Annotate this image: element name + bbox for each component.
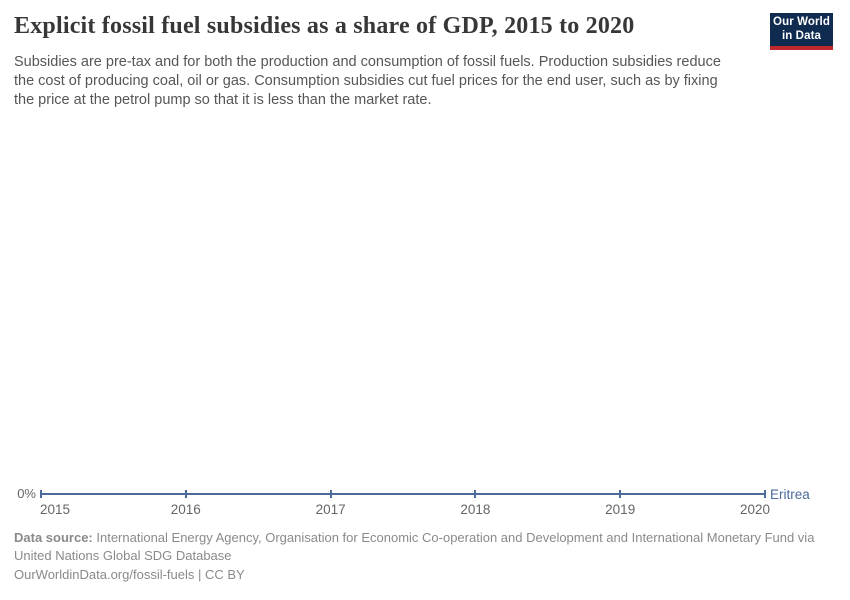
data-source-text: International Energy Agency, Organisatio…	[92, 530, 815, 545]
owid-logo-line1: Our World	[773, 16, 830, 28]
series-line-eritrea[interactable]	[41, 493, 765, 495]
series-label-eritrea[interactable]: Eritrea	[770, 487, 810, 502]
chart-subtitle-line: Subsidies are pre-tax and for both the p…	[14, 54, 721, 70]
data-source-text-line2: United Nations Global SDG Database	[14, 548, 232, 563]
x-axis-tick	[329, 490, 332, 498]
data-source-note: Data source: International Energy Agency…	[14, 529, 826, 565]
x-axis-label: 2019	[605, 502, 636, 517]
x-axis-tick	[764, 490, 766, 498]
chart-title: Explicit fossil fuel subsidies as a shar…	[14, 13, 635, 39]
owid-logo-line2: in Data	[781, 29, 822, 42]
x-axis-tick	[40, 490, 42, 498]
x-axis-tick	[184, 490, 187, 498]
chart-subtitle-line: the price at the petrol pump so that it …	[14, 92, 432, 108]
owid-logo[interactable]: Our World in Data	[770, 13, 833, 50]
x-axis-label: 2015	[40, 502, 71, 517]
y-axis-zero-label: 0%	[17, 486, 36, 501]
source-link[interactable]: OurWorldinData.org/fossil-fuels | CC BY	[14, 567, 245, 582]
data-source-label: Data source:	[14, 530, 93, 545]
x-axis-label: 2018	[460, 502, 491, 517]
x-axis-label: 2016	[170, 502, 201, 517]
chart-subtitle: Subsidies are pre-tax and for both the p…	[14, 53, 721, 110]
x-axis-tick	[474, 490, 477, 498]
x-axis-label: 2017	[315, 502, 346, 517]
chart-subtitle-line: the cost of producing coal, oil or gas. …	[14, 73, 718, 89]
x-axis-tick	[619, 490, 622, 498]
x-axis-label: 2020	[739, 502, 770, 517]
